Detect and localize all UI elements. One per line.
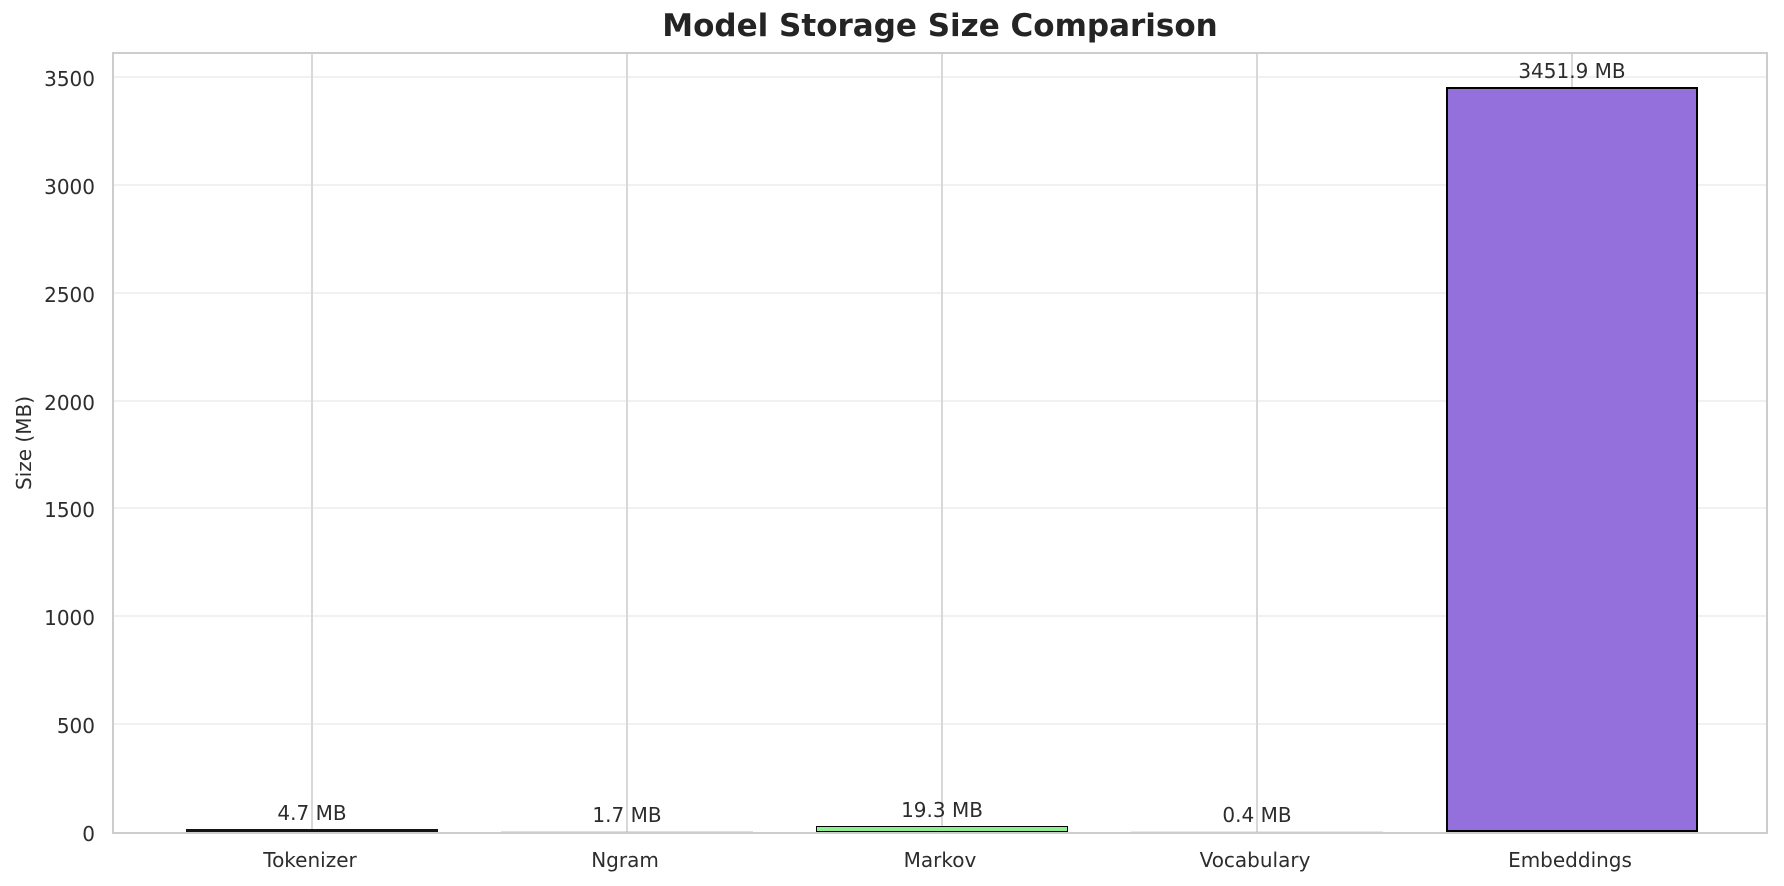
h-gridline bbox=[114, 399, 1766, 402]
bar-value-label: 19.3 MB bbox=[901, 798, 983, 823]
bar-vocabulary bbox=[1131, 831, 1383, 832]
bar-tokenizer bbox=[186, 829, 438, 832]
x-tick-label: Ngram bbox=[591, 848, 659, 872]
v-gridline bbox=[1256, 54, 1258, 832]
y-tick-label: 500 bbox=[56, 714, 95, 739]
y-tick-label: 2000 bbox=[44, 390, 95, 415]
bar-value-label: 0.4 MB bbox=[1222, 803, 1292, 827]
v-gridline bbox=[941, 54, 943, 832]
y-tick-label: 1000 bbox=[44, 606, 95, 631]
x-tick-label: Markov bbox=[903, 848, 977, 872]
y-tick-label: 1500 bbox=[44, 498, 95, 523]
x-tick-label: Tokenizer bbox=[263, 848, 357, 872]
h-gridline bbox=[114, 75, 1766, 78]
plot-area: 4.7 MB 1.7 MB 19.3 MB 0.4 MB 3451.9 MB bbox=[112, 52, 1768, 834]
bar-markov bbox=[816, 826, 1068, 832]
bar-value-label: 4.7 MB bbox=[277, 801, 347, 825]
h-gridline bbox=[114, 615, 1766, 618]
h-gridline bbox=[114, 183, 1766, 186]
y-tick-label: 0 bbox=[82, 822, 95, 846]
v-gridline bbox=[311, 54, 313, 832]
y-tick-label: 2500 bbox=[44, 282, 95, 307]
v-gridline bbox=[626, 54, 628, 832]
bar-embeddings bbox=[1446, 87, 1698, 832]
h-gridline bbox=[114, 507, 1766, 510]
bar-value-label: 3451.9 MB bbox=[1518, 59, 1626, 84]
x-tick-label: Embeddings bbox=[1508, 848, 1632, 872]
y-tick-label: 3000 bbox=[44, 174, 95, 199]
y-tick-label: 3500 bbox=[44, 66, 95, 91]
x-tick-label: Vocabulary bbox=[1199, 848, 1311, 872]
chart-title: Model Storage Size Comparison bbox=[662, 8, 1218, 44]
h-gridline bbox=[114, 291, 1766, 294]
bar-ngram bbox=[501, 831, 753, 832]
bar-value-label: 1.7 MB bbox=[592, 803, 662, 827]
h-gridline bbox=[114, 723, 1766, 726]
